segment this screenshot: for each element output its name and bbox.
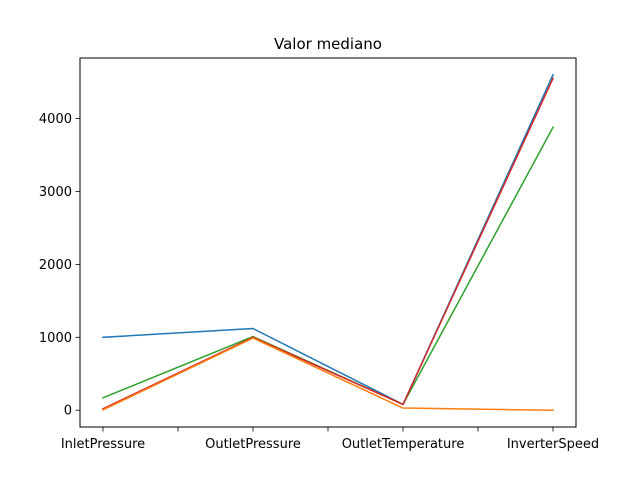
series-line-4 [101,337,554,411]
y-axis: 0 1000 2000 3000 4000 [39,112,80,419]
x-tick-label: OutletTemperature [342,437,465,452]
x-tick-label: InverterSpeed [507,437,599,452]
y-tick-label: 4000 [39,112,72,127]
series-line-3 [102,77,554,410]
y-tick-label: 1000 [39,331,72,346]
x-axis: InletPressure OutletPressure OutletTempera… [61,427,599,452]
series-line-2 [102,126,555,406]
x-tick-label: OutletPressure [205,437,301,452]
y-tick-label: 2000 [39,258,72,273]
series-layer [101,73,555,411]
chart-title: Valor mediano [274,35,382,53]
y-tick-label: 0 [64,404,72,419]
series-line-1 [102,73,554,406]
x-tick-label: InletPressure [61,437,145,452]
y-tick-label: 3000 [39,185,72,200]
